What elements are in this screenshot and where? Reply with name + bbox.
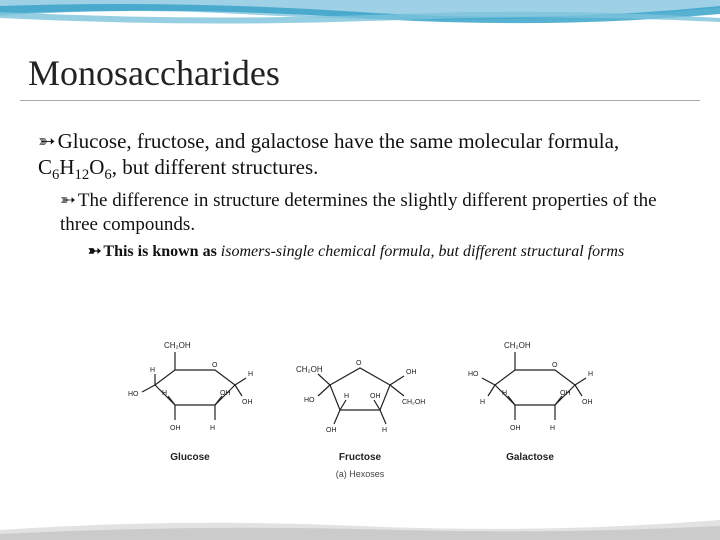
bullet-glyph-icon: ➳ — [38, 128, 56, 154]
slide-title: Monosaccharides — [28, 52, 280, 94]
svg-text:O: O — [552, 362, 558, 369]
bullet-level-1: ➳Glucose, fructose, and galactose have t… — [38, 128, 688, 185]
svg-text:OH: OH — [510, 425, 521, 432]
molecule-galactose: CH₂OH O HO H OH H H OH H OH Galactose — [460, 330, 600, 463]
content-area: ➳Glucose, fructose, and galactose have t… — [38, 128, 688, 263]
bottom-decorative-swoosh — [0, 512, 720, 540]
svg-text:H: H — [248, 371, 253, 378]
svg-text:CH₂OH: CH₂OH — [164, 341, 191, 350]
svg-text:HO: HO — [468, 371, 479, 378]
svg-text:H: H — [588, 371, 593, 378]
svg-text:OH: OH — [220, 390, 231, 397]
svg-text:O: O — [212, 362, 218, 369]
svg-text:H: H — [150, 367, 155, 374]
svg-text:O: O — [356, 360, 362, 367]
bullet-level-3: ➳This is known as isomers-single chemica… — [88, 242, 688, 263]
svg-text:CH₂OH: CH₂OH — [296, 365, 323, 374]
molecule-fructose: CH₂OH O HO OH CH₂OH OH H H OH Fructose — [290, 330, 430, 463]
svg-text:CH₂OH: CH₂OH — [504, 341, 531, 350]
svg-text:OH: OH — [406, 369, 417, 376]
svg-text:H: H — [550, 425, 555, 432]
svg-text:H: H — [210, 425, 215, 432]
molecule-label: Fructose — [339, 452, 381, 463]
svg-text:HO: HO — [128, 391, 139, 398]
svg-text:OH: OH — [170, 425, 181, 432]
svg-text:OH: OH — [582, 399, 593, 406]
top-decorative-swoosh — [0, 0, 720, 40]
title-underline — [20, 100, 700, 101]
bullet-glyph-icon: ➳ — [88, 242, 101, 263]
molecule-label: Glucose — [170, 452, 209, 463]
svg-text:OH: OH — [370, 393, 381, 400]
bullet-level-2: ➳The difference in structure determines … — [60, 189, 688, 237]
diagram-caption: (a) Hexoses — [336, 469, 385, 479]
svg-text:H: H — [382, 427, 387, 434]
molecule-label: Galactose — [506, 452, 554, 463]
svg-text:H: H — [480, 399, 485, 406]
bullet-glyph-icon: ➳ — [60, 189, 76, 213]
svg-text:OH: OH — [326, 427, 337, 434]
svg-text:H: H — [502, 390, 507, 397]
svg-text:CH₂OH: CH₂OH — [402, 399, 425, 406]
svg-text:H: H — [344, 393, 349, 400]
svg-text:HO: HO — [304, 397, 315, 404]
svg-text:OH: OH — [242, 399, 253, 406]
svg-text:H: H — [162, 390, 167, 397]
molecule-diagram: CH₂OH O HO H OH H H OH H OH Glucose — [110, 330, 610, 500]
svg-text:OH: OH — [560, 390, 571, 397]
molecule-glucose: CH₂OH O HO H OH H H OH H OH Glucose — [120, 330, 260, 463]
